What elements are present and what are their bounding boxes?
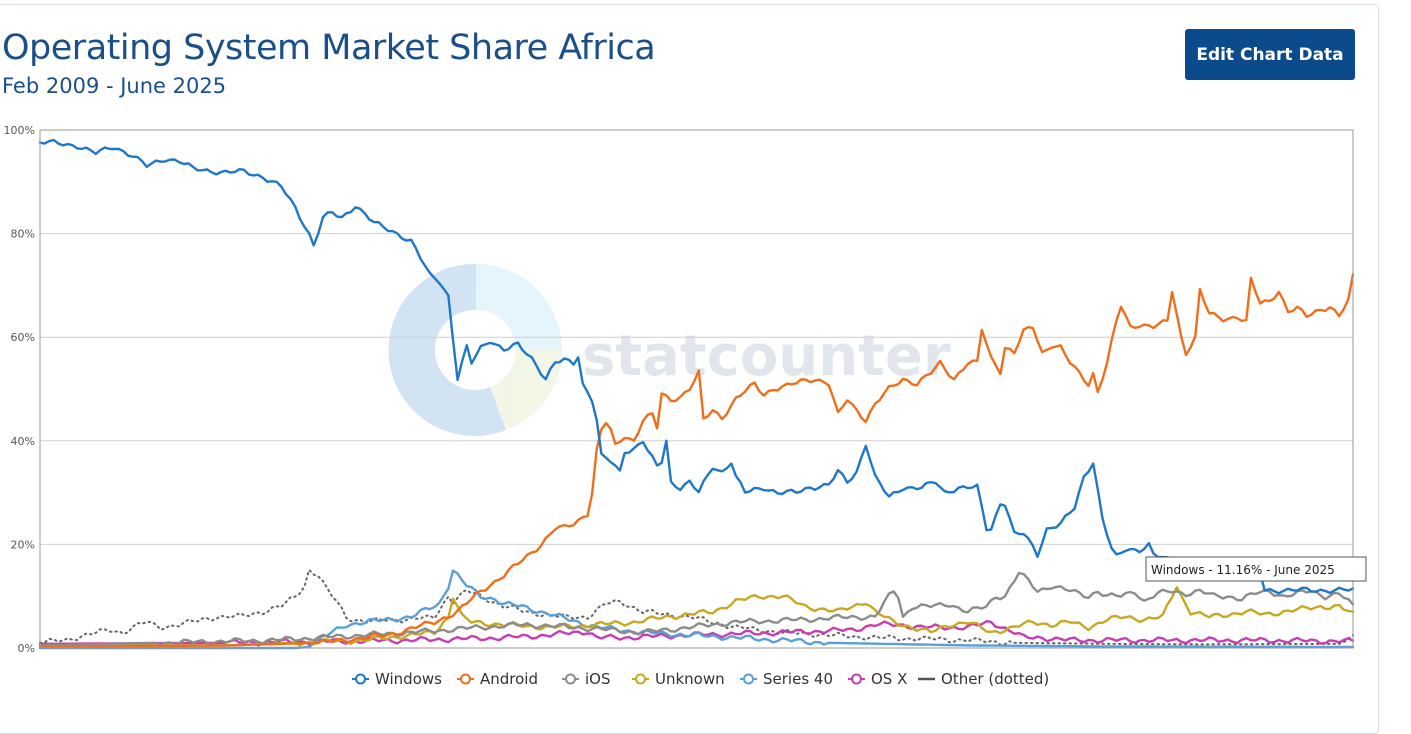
legend-item-unknown[interactable]: Unknown [632, 670, 725, 688]
edit-chart-data-button[interactable]: Edit Chart Data [1185, 29, 1355, 80]
chart-subtitle: Feb 2009 - June 2025 [2, 74, 227, 98]
legend-marker [851, 673, 862, 685]
watermark-text: statcounter [582, 324, 951, 389]
legend-marker [635, 673, 646, 685]
legend-label: Other (dotted) [941, 670, 1049, 688]
legend-label: Series 40 [763, 670, 833, 688]
series-line-other-dotted[interactable] [39, 568, 1354, 646]
legend-label: iOS [585, 670, 611, 688]
chart-title: Operating System Market Share Africa [2, 28, 656, 68]
series-lines [38, 138, 1355, 650]
legend-marker [565, 673, 576, 685]
y-tick-label: 20% [11, 538, 35, 551]
y-tick-label: 100% [4, 124, 35, 137]
series-line-series-40[interactable] [38, 569, 1355, 650]
legend-item-ios[interactable]: iOS [562, 670, 611, 688]
tooltip-text: Windows - 11.16% - June 2025 [1151, 563, 1335, 577]
chart-panel [0, 4, 1379, 734]
y-tick-label: 0% [18, 642, 35, 655]
legend-label: Unknown [655, 670, 725, 688]
legend-marker [355, 673, 366, 685]
series-line-windows[interactable] [38, 138, 1355, 595]
y-tick-label: 80% [11, 228, 35, 241]
series-line-android[interactable] [38, 272, 1355, 649]
chart-legend[interactable]: Windows Android iOS Unknown Series 40 OS X Oth… [352, 670, 1049, 688]
legend-item-android[interactable]: Android [457, 670, 538, 688]
legend-item-os-x[interactable]: OS X [848, 670, 907, 688]
legend-item-other-dotted[interactable]: Other (dotted) [918, 670, 1049, 688]
legend-item-series-40[interactable]: Series 40 [740, 670, 833, 688]
line-chart: statcounter 0% 20% 40% 60% 80% 100% Windows -… [4, 124, 1367, 688]
legend-marker [743, 673, 754, 685]
legend-label: Windows [375, 670, 442, 688]
legend-label: Android [480, 670, 538, 688]
legend-marker [460, 673, 471, 685]
statcounter-watermark: statcounter [388, 263, 951, 436]
legend-item-windows[interactable]: Windows [352, 670, 442, 688]
legend-label: OS X [871, 670, 907, 688]
hover-tooltip: Windows - 11.16% - June 2025 [1145, 556, 1367, 582]
plot-border [39, 129, 1354, 649]
y-tick-label: 40% [11, 435, 35, 448]
y-tick-label: 60% [11, 331, 35, 344]
y-axis-ticks: 0% 20% 40% 60% 80% 100% [4, 124, 35, 655]
series-line-ios[interactable] [38, 571, 1355, 647]
